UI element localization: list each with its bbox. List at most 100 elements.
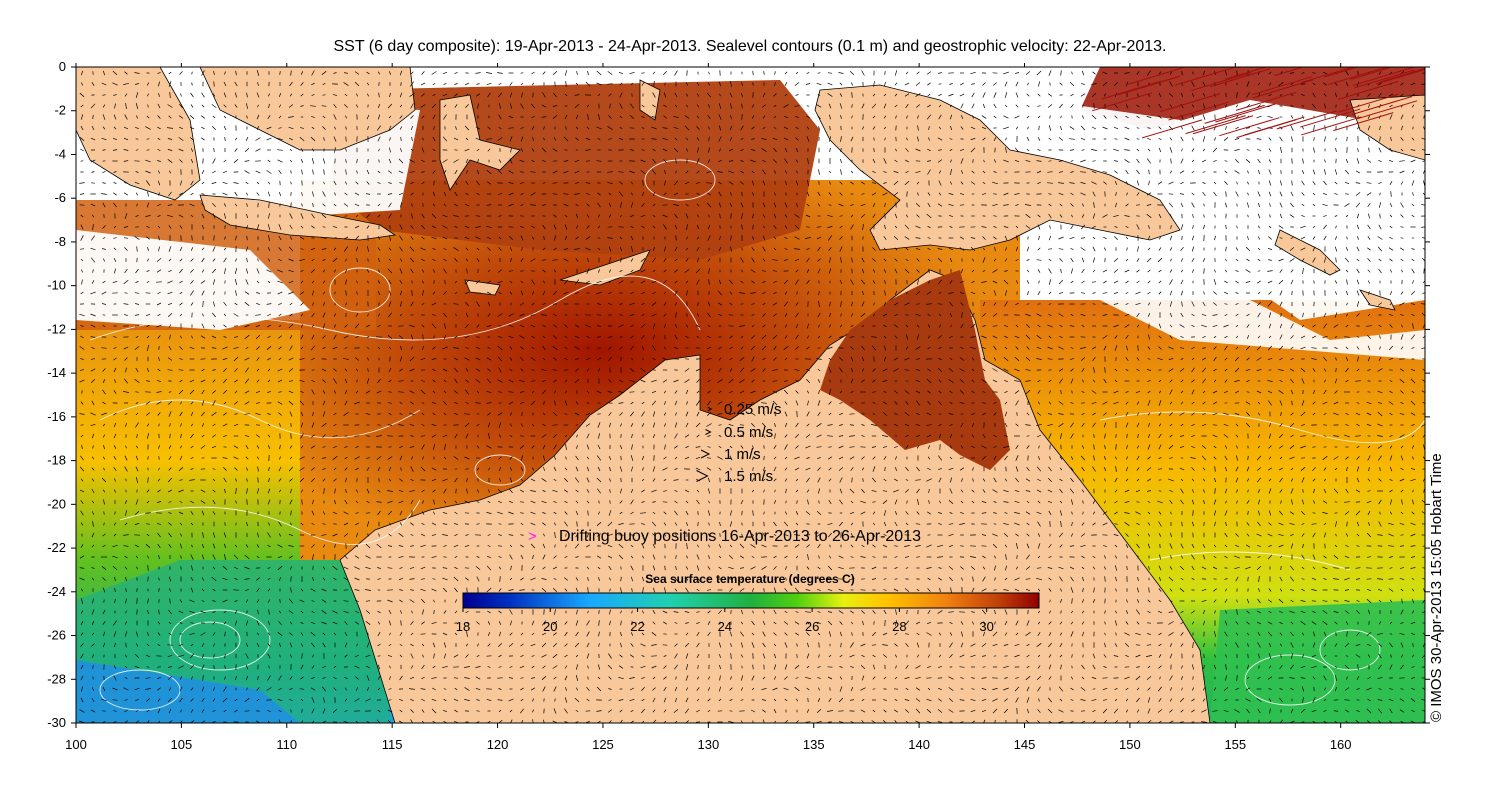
velocity-arrow <box>1246 81 1250 87</box>
velocity-arrow <box>718 181 722 185</box>
velocity-arrow <box>1212 147 1218 153</box>
velocity-arrow <box>641 104 645 108</box>
velocity-arrow <box>321 248 327 250</box>
velocity-arrow <box>948 93 954 97</box>
velocity-arrow <box>1026 148 1030 152</box>
velocity-arrow <box>652 104 656 108</box>
velocity-arrow <box>707 114 711 120</box>
velocity-arrow <box>1345 158 1349 164</box>
velocity-arrow <box>1289 214 1295 218</box>
velocity-arrow <box>79 193 85 195</box>
velocity-arrow <box>817 94 821 96</box>
velocity-arrow <box>960 82 964 86</box>
velocity-arrow <box>740 170 744 174</box>
velocity-arrow <box>388 202 392 208</box>
velocity-arrow <box>959 148 965 152</box>
velocity-arrow <box>334 192 336 196</box>
velocity-arrow <box>421 115 425 119</box>
velocity-arrow <box>1015 104 1019 108</box>
velocity-arrow <box>1345 81 1349 87</box>
velocity-arrow <box>509 247 513 251</box>
velocity-arrow <box>531 148 535 152</box>
velocity-arrow <box>123 137 129 141</box>
velocity-arrow <box>90 137 96 141</box>
velocity-arrow <box>201 170 205 174</box>
velocity-arrow <box>651 169 657 175</box>
velocity-arrow <box>938 114 942 120</box>
velocity-arrow <box>190 137 194 141</box>
velocity-arrow <box>476 247 480 251</box>
velocity-arrow <box>1169 213 1173 219</box>
velocity-arrow <box>585 81 591 87</box>
velocity-arrow <box>651 126 657 130</box>
velocity-arrow <box>377 170 381 174</box>
velocity-arrow <box>686 224 688 230</box>
velocity-arrow <box>686 104 688 108</box>
velocity-arrow <box>1080 125 1086 131</box>
velocity-arrow <box>662 127 668 129</box>
velocity-arrow <box>102 237 106 239</box>
velocity-arrow <box>1048 70 1052 76</box>
velocity-arrow <box>541 160 547 162</box>
velocity-arrow <box>1003 159 1009 163</box>
velocity-arrow <box>222 181 228 185</box>
velocity-arrow <box>488 115 490 119</box>
velocity-arrow <box>92 224 94 230</box>
velocity-arrow <box>136 192 138 196</box>
velocity-arrow <box>267 159 271 163</box>
velocity-arrow <box>1399 160 1405 162</box>
velocity-arrow <box>191 71 193 75</box>
velocity-arrow <box>730 192 732 196</box>
velocity-arrow <box>883 126 887 130</box>
velocity-arrow <box>1069 182 1075 184</box>
velocity-arrow <box>1004 235 1008 241</box>
velocity-arrow <box>1278 81 1284 87</box>
velocity-arrow <box>827 72 833 74</box>
velocity-arrow <box>663 115 667 119</box>
velocity-arrow <box>168 246 172 252</box>
velocity-arrow <box>233 159 239 163</box>
velocity-arrow <box>915 93 921 97</box>
velocity-arrow <box>752 224 754 230</box>
velocity-arrow <box>553 235 557 241</box>
velocity-arrow <box>1069 236 1075 240</box>
velocity-arrow <box>312 191 314 197</box>
velocity-arrow <box>421 159 425 163</box>
velocity-arrow <box>1421 137 1425 140</box>
velocity-arrow <box>1148 235 1150 241</box>
velocity-arrow <box>1269 203 1271 207</box>
velocity-arrow <box>123 237 129 239</box>
velocity-arrow <box>223 104 227 108</box>
velocity-arrow <box>630 202 634 208</box>
velocity-arrow <box>1312 181 1316 185</box>
velocity-arrow <box>135 115 139 119</box>
velocity-arrow <box>1113 103 1119 109</box>
velocity-arrow <box>1081 214 1085 218</box>
velocity-arrow <box>157 138 161 140</box>
velocity-arrow <box>1400 202 1404 208</box>
velocity-arrow <box>719 148 721 152</box>
velocity-arrow <box>686 148 688 152</box>
velocity-arrow <box>400 202 402 208</box>
velocity-arrow <box>675 235 677 241</box>
velocity-arrow <box>157 126 161 130</box>
velocity-arrow <box>706 182 712 184</box>
velocity-arrow <box>124 213 128 219</box>
velocity-arrow <box>289 148 293 152</box>
velocity-arrow <box>378 148 380 152</box>
velocity-arrow <box>1170 170 1172 174</box>
velocity-arrow <box>653 81 655 87</box>
velocity-arrow <box>278 191 282 197</box>
velocity-arrow <box>356 158 358 164</box>
velocity-arrow <box>949 181 953 185</box>
velocity-arrow <box>597 93 601 97</box>
velocity-arrow <box>201 181 205 185</box>
velocity-arrow <box>894 104 898 108</box>
velocity-arrow <box>1192 214 1194 218</box>
velocity-arrow <box>1268 191 1272 197</box>
velocity-arrow <box>508 203 514 207</box>
velocity-arrow <box>255 137 261 141</box>
velocity-arrow <box>1191 159 1195 163</box>
velocity-arrow <box>652 158 656 164</box>
velocity-arrow <box>168 225 172 229</box>
